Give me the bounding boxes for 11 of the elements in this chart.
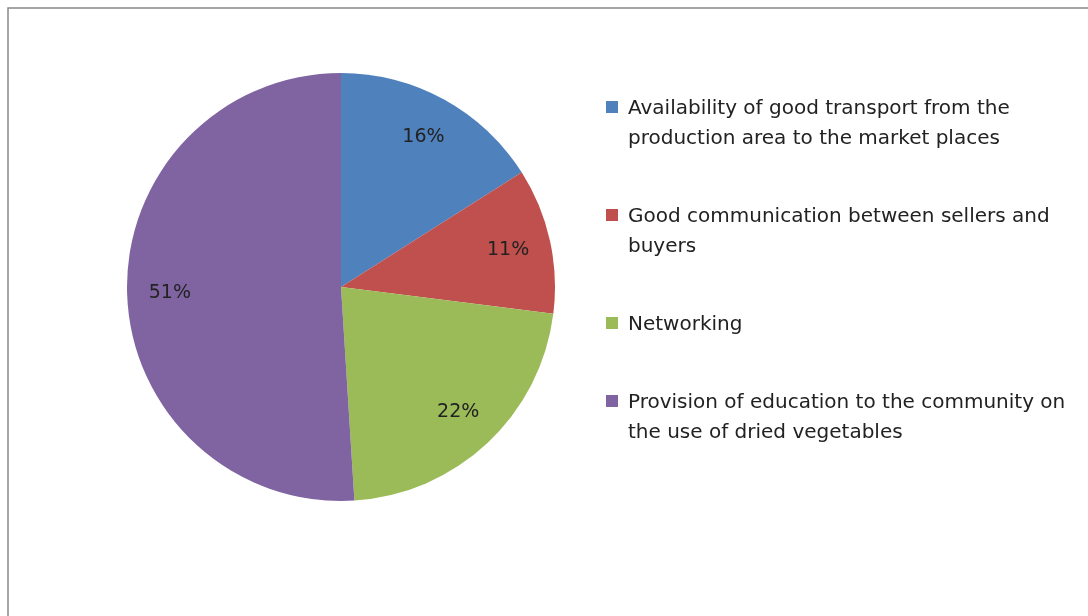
data-label: 22% [437,399,480,422]
data-label: 11% [486,237,530,260]
legend-label: Availability of good transport from the production area to the market places [628,94,1010,149]
legend-label: Good communication between sellers and buyers [628,202,1050,257]
pie-slice [341,172,555,314]
data-label: 51% [148,279,191,302]
legend-label: Networking [628,310,743,335]
pie-slice [127,73,355,501]
pie-slice [341,287,554,501]
legend-label: Provision of education to the community on the use of dried vegetables [628,388,1066,443]
data-label: 16% [402,124,445,147]
